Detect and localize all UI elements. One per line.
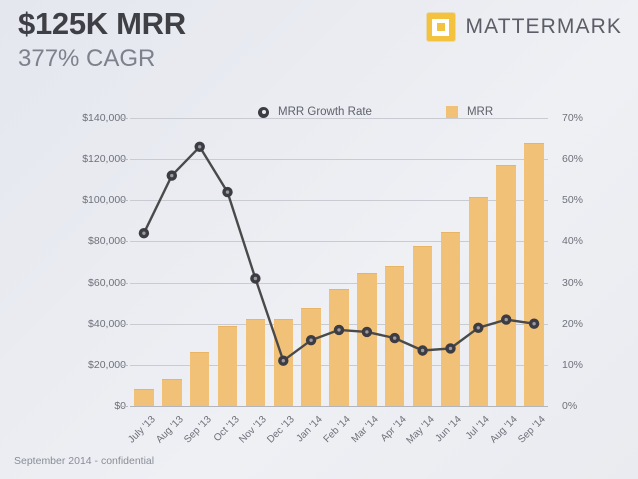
y-axis-tick-label: $100,000 <box>82 194 126 207</box>
bar <box>440 232 461 406</box>
y-axis-tick-label: $20,000 <box>88 358 126 371</box>
growth-rate-line-layer <box>130 118 548 406</box>
legend-label-growth-rate: MRR Growth Rate <box>278 106 372 118</box>
y-axis-tick-label: $40,000 <box>88 317 126 330</box>
mattermark-square-logo-icon <box>426 13 455 41</box>
brand-name: MATTERMARK <box>465 15 622 38</box>
y-axis-tick-label: $60,000 <box>88 276 126 289</box>
plot-box: $0 0% $20,000 10% $40,000 20% $60,000 30% $80,00… <box>82 112 583 412</box>
y2-axis-tick-label: 0% <box>562 400 578 412</box>
data-point-marker-center <box>142 231 146 235</box>
bar <box>134 388 154 406</box>
legend-label-mrr: MRR <box>466 106 494 118</box>
x-axis-labels: July '13 Aug '13 Sep '13 Oct '13 Nov '13 Dec … <box>126 408 548 456</box>
y-axis-tick-mark <box>121 406 128 407</box>
y-axis-tick-mark <box>121 159 128 161</box>
data-point-marker-center <box>281 359 285 363</box>
y2-axis-tick-label: 40% <box>562 235 584 248</box>
data-point-marker-center <box>198 145 202 149</box>
bar <box>329 288 349 406</box>
y-axis-tick-mark <box>121 323 128 325</box>
gridline <box>130 241 548 243</box>
y-axis-tick-mark <box>121 364 128 366</box>
title-block: $125K MRR 377% CAGR <box>18 6 186 74</box>
gridline <box>130 200 548 202</box>
y-axis-tick-label: $120,000 <box>82 153 126 166</box>
bar <box>496 165 516 406</box>
gridline <box>130 118 548 119</box>
bar <box>301 308 321 406</box>
bar <box>162 379 182 406</box>
chart-area: MRR Growth Rate MRR $0 0% $20,000 10% $40,00… <box>0 96 638 456</box>
gridline <box>130 159 548 161</box>
data-point-marker-center <box>393 336 397 340</box>
data-point-marker-center <box>170 173 174 178</box>
bar-series-swatch-icon <box>445 106 458 118</box>
slide-header: $125K MRR 377% CAGR MATTERMARK <box>0 0 638 96</box>
y-axis-tick-mark <box>121 282 128 284</box>
logo-inner-ring <box>432 18 450 36</box>
bar <box>189 351 210 406</box>
data-point-marker-center <box>337 328 341 332</box>
y-axis-tick-mark <box>121 118 128 119</box>
y2-axis-tick-label: 20% <box>562 317 584 330</box>
page-title: $125K MRR <box>18 6 186 41</box>
y-axis-tick-label: $80,000 <box>88 235 126 248</box>
y2-axis-tick-label: 50% <box>562 194 584 207</box>
bar <box>412 245 433 406</box>
bar <box>245 318 266 406</box>
line-series-marker-icon <box>258 106 269 118</box>
y-axis-tick-label: $0 <box>114 400 126 412</box>
bar <box>357 273 377 406</box>
data-point-marker-center <box>309 338 313 342</box>
growth-rate-line-svg <box>138 141 540 366</box>
legend-entry-growth-rate: MRR Growth Rate <box>258 106 372 118</box>
y-axis-tick-label: $140,000 <box>82 112 126 124</box>
y2-axis-tick-label: 70% <box>562 112 584 124</box>
chart-legend: MRR Growth Rate MRR <box>258 106 493 118</box>
page-subtitle: 377% CAGR <box>18 44 156 72</box>
gridline <box>130 406 548 407</box>
data-point-marker-center <box>365 330 369 334</box>
gridline <box>130 282 548 284</box>
y-axis-tick-mark <box>121 241 128 243</box>
data-point-marker-center <box>448 346 453 351</box>
slide-footer: September 2014 - confidential <box>14 455 155 467</box>
bar <box>524 142 544 406</box>
bar <box>468 197 489 406</box>
logo-inner-dot <box>436 23 445 31</box>
data-point-marker-center <box>420 348 425 353</box>
bar <box>217 325 238 406</box>
data-point-marker-center <box>253 276 258 281</box>
data-point-marker-center <box>225 190 230 194</box>
y2-axis-tick-label: 60% <box>562 153 584 166</box>
legend-entry-mrr: MRR <box>445 106 494 118</box>
y2-axis-tick-label: 10% <box>562 358 584 371</box>
y-axis-tick-mark <box>121 200 128 202</box>
data-point-marker-center <box>532 322 536 326</box>
y2-axis-tick-label: 30% <box>562 276 584 289</box>
data-point-marker-center <box>504 317 508 322</box>
data-point-marker-center <box>476 326 480 330</box>
brand-logo: MATTERMARK <box>426 13 622 41</box>
